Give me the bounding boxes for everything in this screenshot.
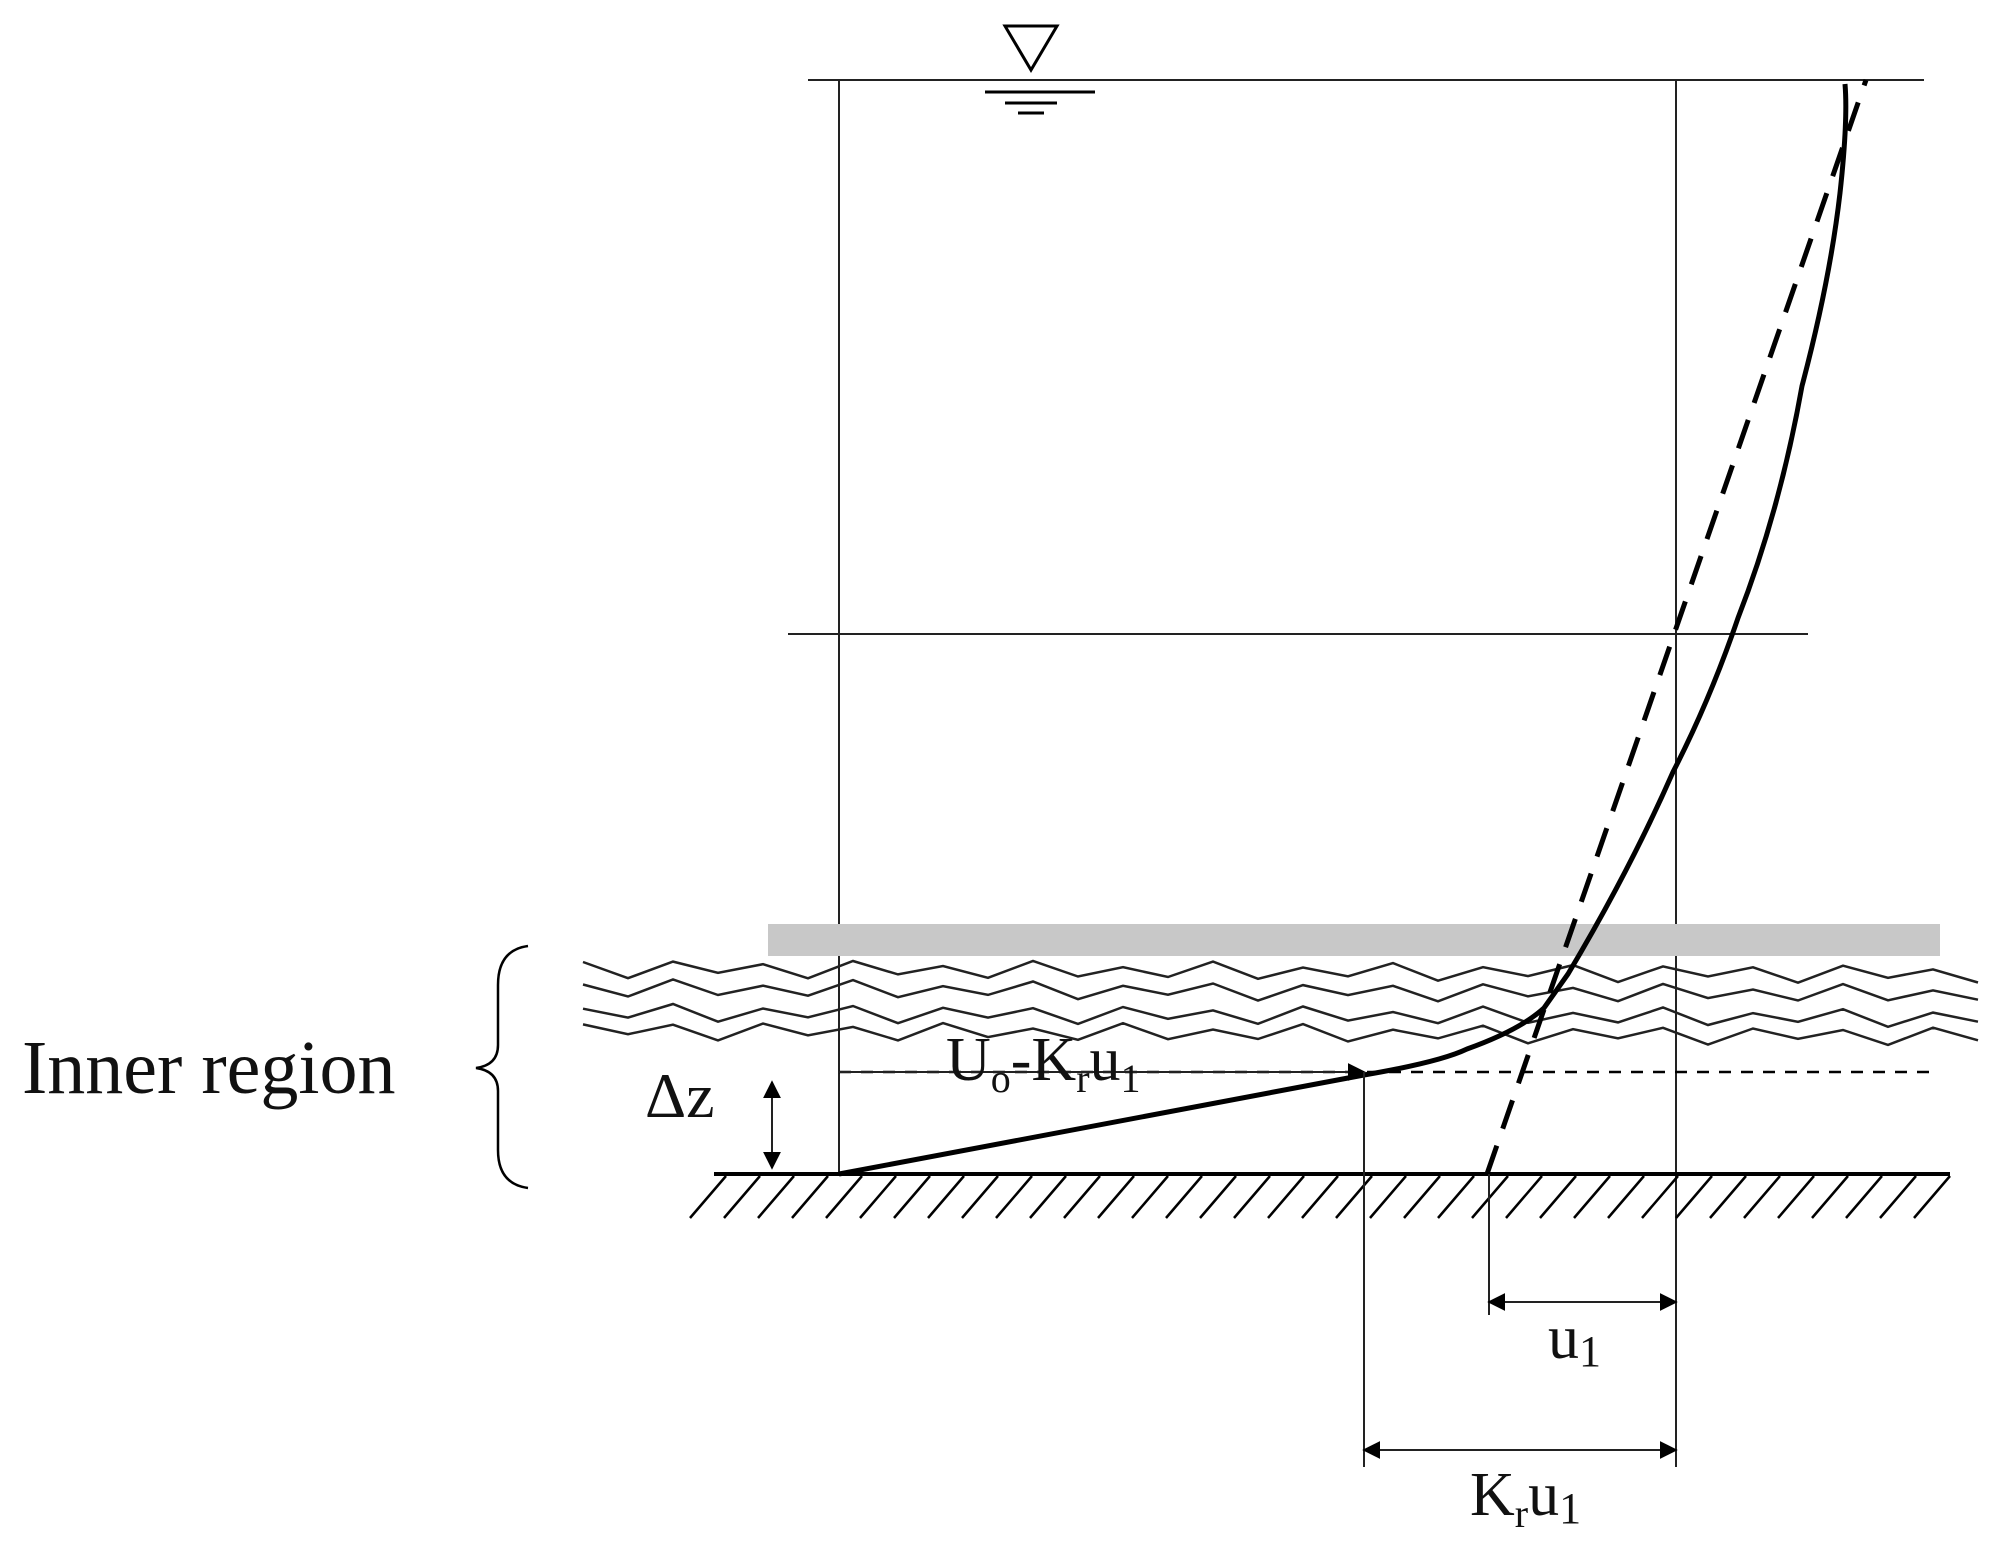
label-part: K <box>1470 1461 1515 1529</box>
hatch-line <box>1029 1175 1067 1219</box>
hatch-line <box>825 1175 863 1219</box>
label-sub: 1 <box>1579 1327 1601 1376</box>
hatch-line <box>1913 1175 1951 1219</box>
wavy-lines <box>582 959 1979 1047</box>
log-profile <box>1484 79 1869 1175</box>
hatch-line <box>1097 1175 1135 1219</box>
wavy-line <box>582 959 1979 985</box>
hatch-line <box>689 1175 727 1219</box>
velocity-profile <box>838 83 1849 1177</box>
surface-symbol <box>1002 24 1060 73</box>
hatch-line <box>1709 1175 1747 1219</box>
label-part: u <box>1090 1026 1121 1094</box>
label-part: u <box>1528 1461 1559 1529</box>
bed-hatch <box>689 1175 1951 1219</box>
wavy-line <box>582 978 1979 1003</box>
hatch-line <box>1641 1175 1679 1219</box>
hatch-line <box>1539 1175 1577 1219</box>
hatch-line <box>1879 1175 1917 1219</box>
hatch-line <box>723 1175 761 1219</box>
hatch-line <box>1267 1175 1305 1219</box>
hatch-line <box>1301 1175 1339 1219</box>
label-sub: o <box>991 1056 1011 1101</box>
hatch-line <box>1675 1175 1713 1219</box>
hatch-line <box>1403 1175 1441 1219</box>
band <box>768 924 1940 956</box>
hatch-line <box>1369 1175 1407 1219</box>
hatch-line <box>1777 1175 1815 1219</box>
label-sub: r <box>1515 1491 1528 1536</box>
hatch-line <box>1505 1175 1543 1219</box>
hatch-line <box>1165 1175 1203 1219</box>
label-part: -K <box>1011 1026 1077 1094</box>
hatch-line <box>927 1175 965 1219</box>
hatch-line <box>1743 1175 1781 1219</box>
hatch-line <box>1233 1175 1271 1219</box>
hatch-line <box>791 1175 829 1219</box>
label-sub: r <box>1076 1056 1089 1101</box>
label-part: U <box>946 1026 991 1094</box>
dz-label: Δz <box>645 1060 715 1131</box>
hatch-line <box>757 1175 795 1219</box>
hatch-line <box>995 1175 1033 1219</box>
hatch-line <box>1131 1175 1169 1219</box>
hatch-line <box>1063 1175 1101 1219</box>
hatch-line <box>893 1175 931 1219</box>
hatch-line <box>1607 1175 1645 1219</box>
brace <box>475 944 529 1190</box>
wavy-line <box>582 1021 1979 1047</box>
surface-symbol-lines <box>985 90 1095 115</box>
hatch-line <box>1437 1175 1475 1219</box>
hatch-line <box>961 1175 999 1219</box>
label-sub: 1 <box>1559 1484 1581 1533</box>
hatch-line <box>1199 1175 1237 1219</box>
hatch-line <box>1335 1175 1373 1219</box>
hatch-line <box>1573 1175 1611 1219</box>
hatch-line <box>1845 1175 1883 1219</box>
inner-region-label: Inner region <box>22 1026 396 1110</box>
kr-u1-label: Kru1 <box>1470 1461 1581 1536</box>
hatch-line <box>859 1175 897 1219</box>
label-sub: 1 <box>1121 1056 1141 1101</box>
hatch-line <box>1811 1175 1849 1219</box>
wavy-line <box>582 1002 1979 1029</box>
velocity-deficit-label: Uo-Kru1 <box>946 1026 1141 1101</box>
u1-label: u1 <box>1548 1304 1601 1376</box>
label-part: u <box>1548 1304 1579 1372</box>
